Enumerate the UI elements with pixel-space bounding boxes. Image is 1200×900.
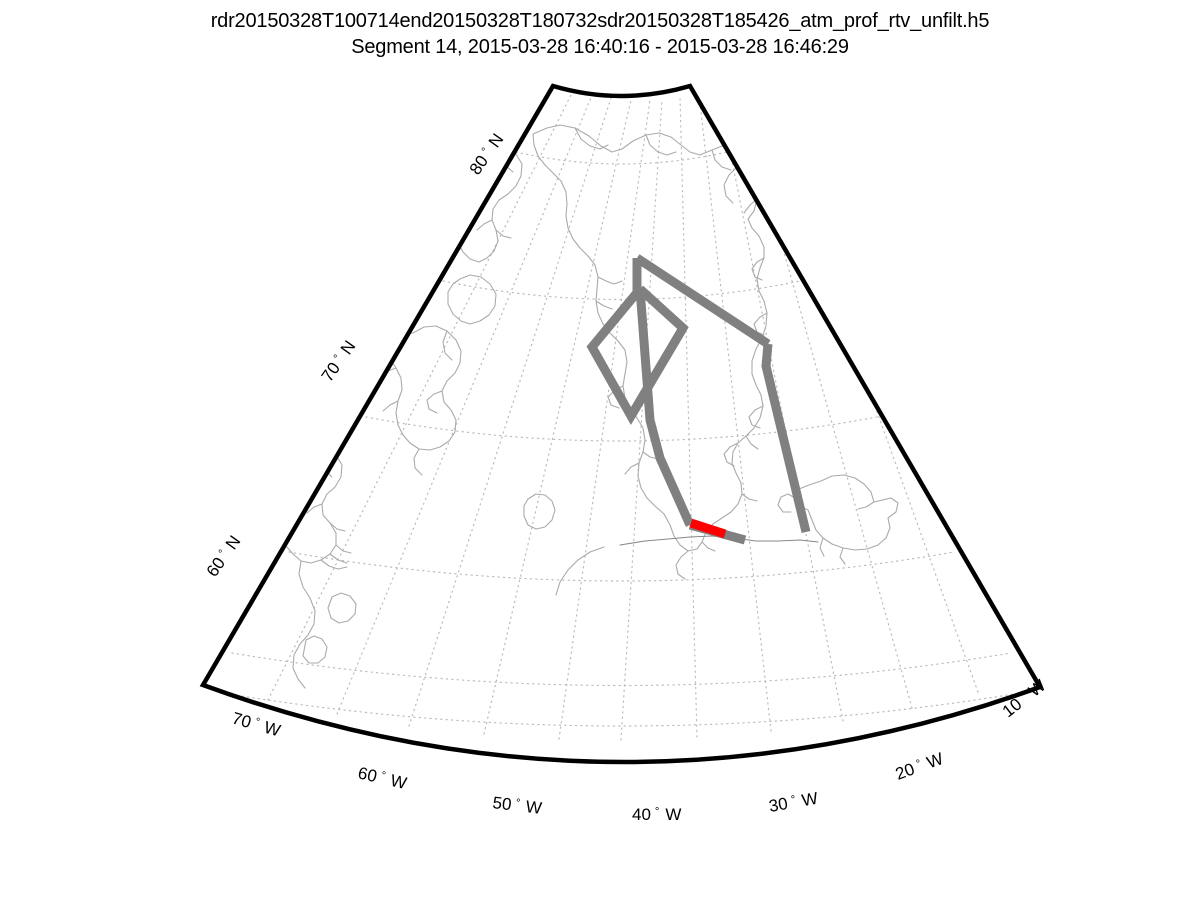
- lon-label-70: 70°W: [230, 709, 283, 741]
- lon-label-50: 50 ° W: [492, 793, 543, 818]
- lon-label-30: 30° W: [767, 789, 819, 816]
- coastlines: [274, 124, 899, 689]
- track-leg-ne: [634, 254, 771, 348]
- title-block: rdr20150328T100714end20150328T180732sdr2…: [0, 8, 1200, 60]
- track-leg-sse: [761, 343, 811, 534]
- lat-label-60: 60°N: [203, 532, 245, 580]
- coastline-devon: [447, 274, 497, 325]
- flight-track[interactable]: [586, 254, 811, 545]
- map-boundary: [199, 83, 1044, 765]
- graticule-parallels: [204, 151, 1039, 727]
- lon-label-20: 20°W: [893, 749, 946, 784]
- lon-label-60: 60° W: [356, 763, 408, 793]
- map-interior: [203, 86, 1040, 763]
- segment-14-highlight[interactable]: [689, 518, 727, 539]
- lon-label-40: 40 ° W: [632, 805, 681, 824]
- subtitle: Segment 14, 2015-03-28 16:40:16 - 2015-0…: [351, 36, 849, 58]
- track-leg-diamond-east: [627, 325, 687, 419]
- page-title: rdr20150328T100714end20150328T180732sdr2…: [210, 10, 990, 32]
- lat-label-70: 70°N: [318, 337, 360, 385]
- track-leg-descent: [635, 288, 695, 527]
